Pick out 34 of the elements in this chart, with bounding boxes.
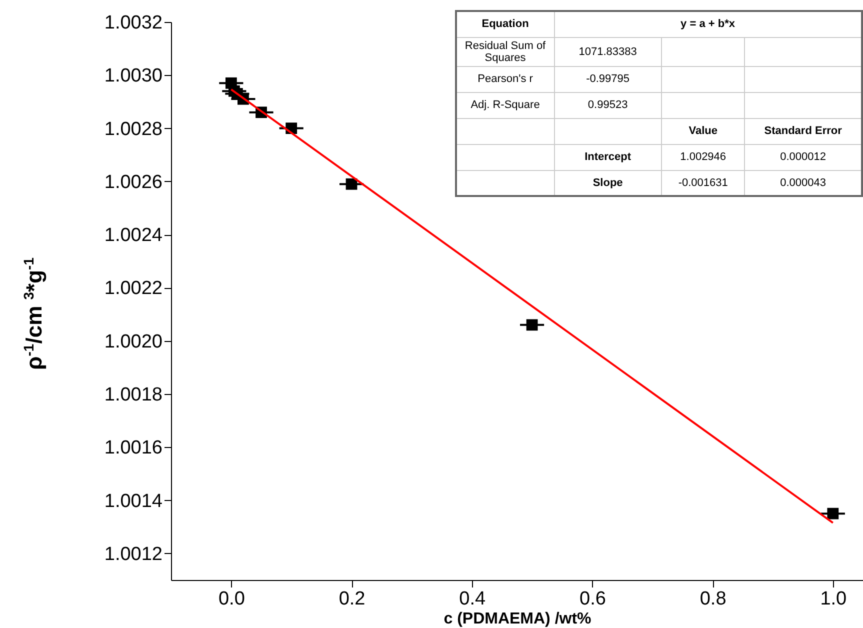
y-tick-label: 1.0026 [104,172,162,193]
annotation: y = a + b*x [554,11,862,37]
y-tick-label: 1.0020 [104,331,162,352]
annotation: 0.99523 [554,92,662,118]
annotation: 0.000012 [744,144,862,170]
annotation: Equation [456,11,554,37]
x-tick-label: 0.6 [580,588,606,610]
y-tick-label: 1.0014 [104,490,163,512]
y-tick-label: 1.0012 [104,544,162,565]
y-tick-label: 1.0016 [104,438,162,459]
x-tick-label: 0.4 [459,588,486,610]
annotation: 1.002946 [662,144,745,170]
y-tick-label: 1.0022 [104,278,162,300]
annotation: Adj. R-Square [456,92,554,118]
annotation: Standard Error [744,118,862,144]
y-tick-label: 1.0018 [104,384,162,406]
annotation: Residual Sum of Squares [456,37,554,66]
x-axis-title: c (PDMAEMA) /wt% [444,610,592,628]
annotation: Slope [554,170,662,196]
annotation: 1071.83383 [554,37,662,66]
annotation: Intercept [554,144,662,170]
y-tick-label: 1.0032 [104,12,162,34]
annotation: Value [662,118,745,144]
y-tick-label: 1.0028 [104,118,162,140]
y-tick-label: 1.0024 [104,225,163,246]
annotation: -0.001631 [662,170,745,196]
annotation: 0.000043 [744,170,862,196]
x-tick-label: 0.8 [700,588,726,610]
x-tick-label: 1.0 [820,588,847,610]
annotation: -0.99795 [554,66,662,92]
x-tick-label: 0.2 [338,588,366,610]
y-tick-label: 1.0030 [104,66,162,87]
annotation: Pearson's r [456,66,554,92]
x-tick-label: 0.0 [218,588,245,610]
